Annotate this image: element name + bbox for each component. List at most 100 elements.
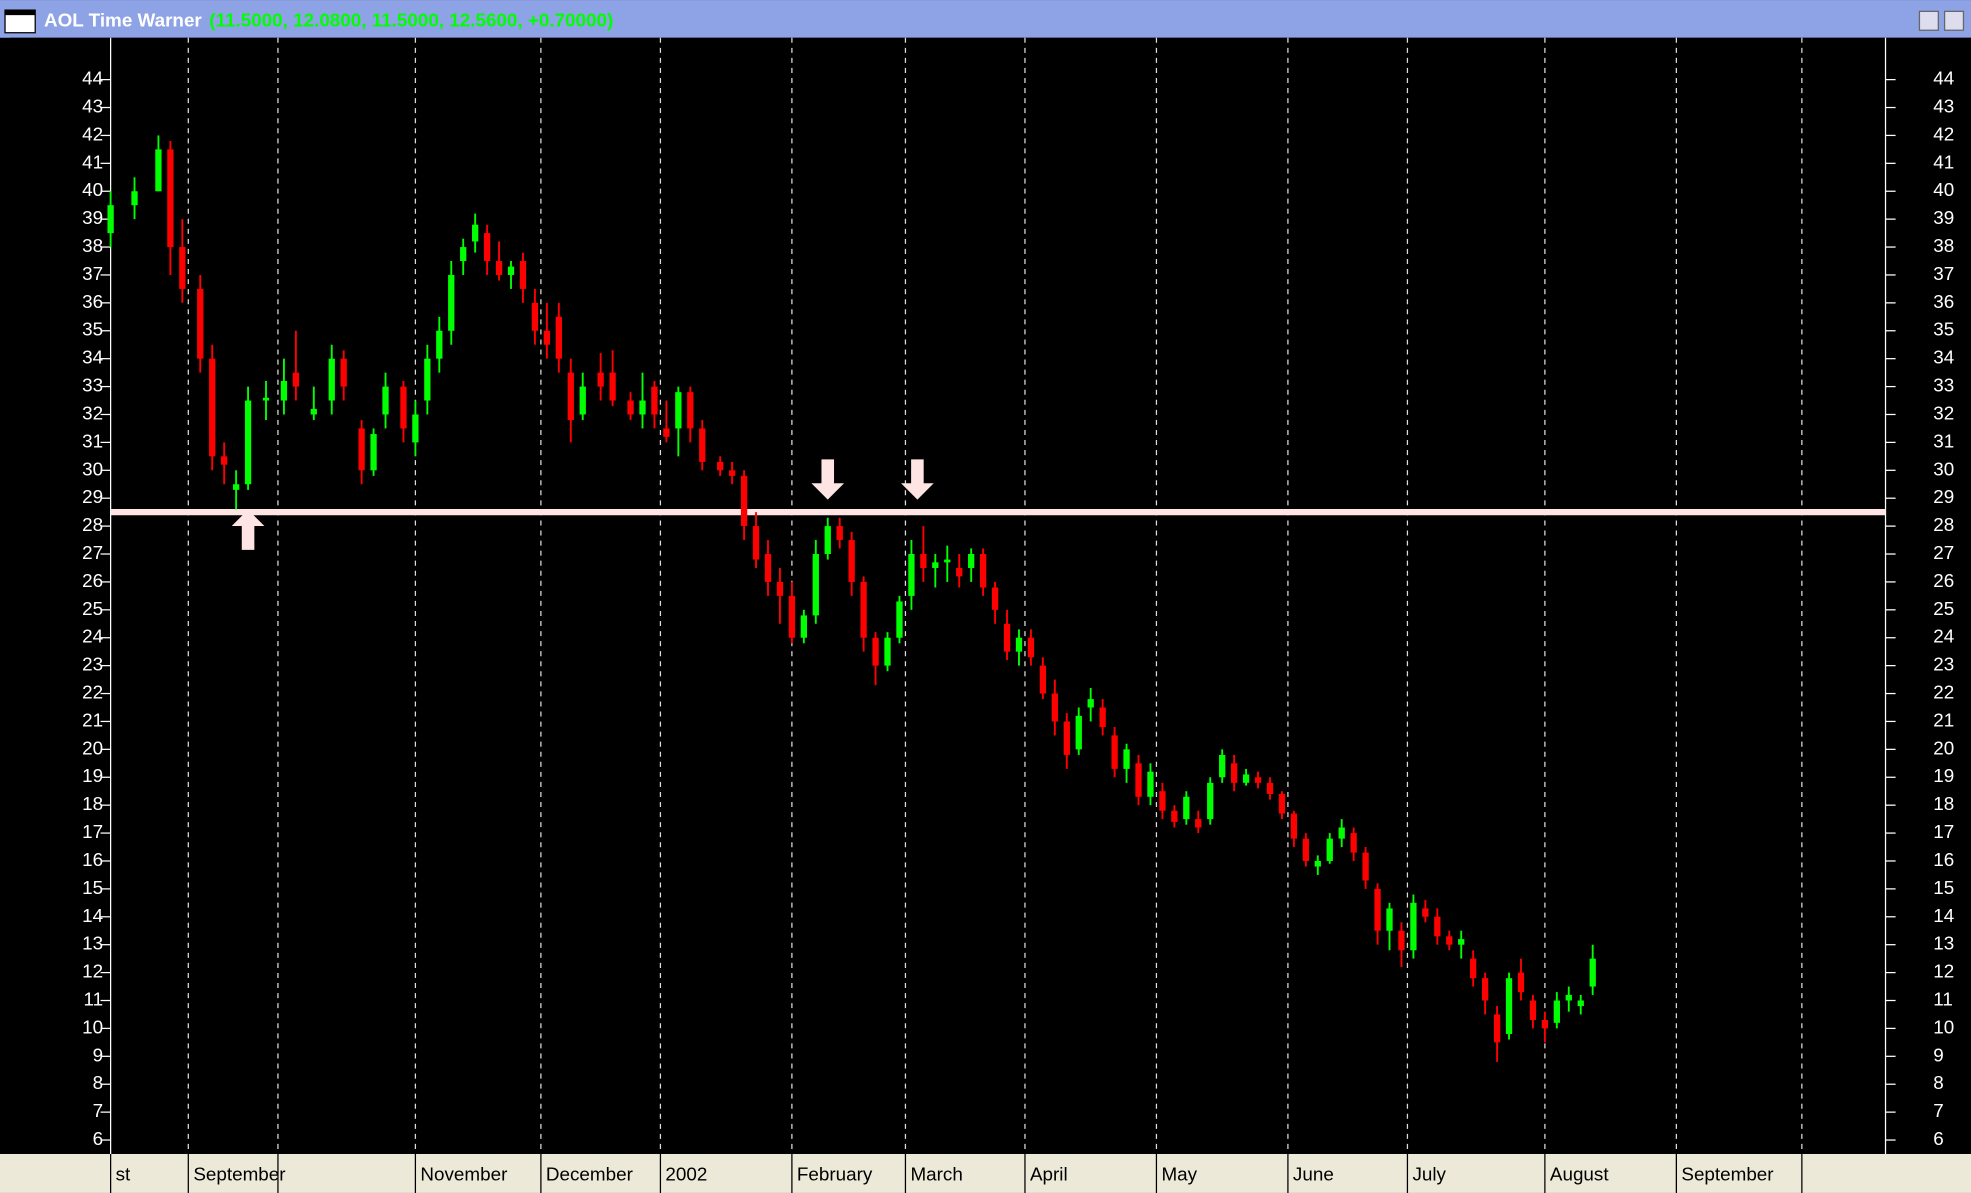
candle-body: [740, 475, 748, 527]
y-tick-label-right: 36: [1933, 291, 1954, 312]
candle-body: [687, 392, 694, 429]
candle-body: [472, 224, 479, 242]
y-tick-label-right: 38: [1933, 235, 1954, 256]
title-bar: [0, 0, 1971, 38]
chart-subtitle: (11.5000, 12.0800, 11.5000, 12.5600, +0.…: [209, 9, 613, 30]
y-tick-label: 34: [82, 347, 103, 368]
candle-body: [460, 247, 467, 262]
candle-body: [1015, 637, 1023, 652]
x-tick-label: st: [116, 1163, 131, 1184]
candle-body: [956, 567, 963, 577]
y-tick-label: 28: [82, 514, 103, 535]
candle-body: [292, 372, 300, 387]
candle-body: [1302, 838, 1309, 861]
y-tick-label: 10: [82, 1016, 103, 1037]
candle-body: [884, 637, 891, 666]
candle-body: [209, 358, 216, 457]
candle-body: [1183, 796, 1190, 820]
candle-body: [370, 434, 377, 471]
y-tick-label: 27: [82, 542, 103, 563]
candle-body: [579, 386, 586, 415]
x-tick-label: April: [1030, 1163, 1068, 1184]
y-tick-label: 14: [82, 905, 103, 926]
candle-body: [519, 261, 527, 289]
window-icon-bar: [5, 10, 36, 16]
y-tick-label-right: 13: [1933, 933, 1954, 954]
close-button[interactable]: [1943, 10, 1965, 31]
maximize-button[interactable]: [1918, 10, 1939, 31]
y-tick-label: 16: [82, 849, 103, 870]
y-tick-label: 37: [82, 263, 103, 284]
candle-body: [663, 428, 670, 437]
y-tick-label: 7: [93, 1100, 103, 1121]
candle-body: [1541, 1020, 1549, 1029]
candle-body: [1290, 813, 1298, 839]
candle-body: [1481, 978, 1489, 1001]
candle-body: [1517, 972, 1525, 993]
candle-body: [991, 587, 999, 610]
y-tick-label: 33: [82, 375, 103, 396]
y-tick-label-right: 11: [1933, 988, 1953, 1009]
candle-body: [1171, 810, 1178, 822]
y-tick-label-right: 31: [1933, 430, 1954, 451]
y-tick-label-right: 27: [1933, 542, 1954, 563]
candle-body: [107, 205, 114, 234]
candle-body: [495, 261, 503, 275]
candle-body: [412, 414, 419, 443]
y-tick-label: 13: [82, 933, 103, 954]
arrow: [811, 459, 845, 500]
y-tick-label-right: 29: [1933, 486, 1954, 507]
candle-body: [197, 288, 204, 359]
x-tick-label: September: [193, 1163, 285, 1184]
candle-body: [800, 615, 807, 638]
y-tick-label-right: 21: [1933, 709, 1954, 730]
candle-body: [1159, 791, 1166, 811]
y-tick-label-right: 7: [1933, 1100, 1943, 1121]
candle-body: [1553, 1000, 1560, 1023]
y-tick-label-right: 12: [1933, 961, 1954, 982]
y-tick-label-right: 30: [1933, 458, 1954, 479]
candle-body: [1135, 763, 1142, 797]
candle-body: [179, 247, 186, 289]
y-tick-label-right: 33: [1933, 375, 1954, 396]
y-tick-label-right: 22: [1933, 682, 1954, 703]
candle-body: [1422, 908, 1429, 917]
y-tick-label-right: 24: [1933, 626, 1954, 647]
y-tick-label: 26: [82, 570, 103, 591]
candle-body: [1350, 833, 1357, 853]
y-tick-label: 38: [82, 235, 103, 256]
y-tick-label: 44: [82, 68, 103, 89]
candle-body: [627, 400, 634, 415]
candle-body: [824, 526, 831, 555]
y-tick-label: 31: [82, 430, 103, 451]
candle-body: [1051, 693, 1058, 722]
arrow: [901, 459, 934, 500]
y-tick-label-right: 20: [1933, 737, 1954, 758]
candle-body: [836, 526, 843, 541]
arrow: [231, 509, 265, 550]
candle-body: [1505, 978, 1513, 1034]
candle-body: [1338, 827, 1345, 839]
candle-body: [932, 562, 939, 568]
candle-body: [1410, 902, 1417, 951]
candle-body: [1278, 794, 1286, 814]
candle-body: [968, 554, 975, 568]
candle-body: [896, 601, 903, 638]
candle-body: [232, 484, 240, 490]
candle-body: [280, 380, 288, 401]
candle-body: [776, 581, 784, 596]
candle-body: [167, 149, 174, 248]
y-tick-label-right: 14: [1933, 905, 1954, 926]
y-tick-label: 42: [82, 123, 103, 144]
candle-body: [1386, 908, 1393, 931]
candle-body: [944, 559, 951, 563]
x-tick-label: August: [1550, 1163, 1609, 1184]
candle-body: [788, 595, 796, 638]
candle-body: [717, 461, 724, 471]
y-tick-label: 8: [93, 1072, 103, 1093]
y-tick-label-right: 34: [1933, 347, 1954, 368]
chart-title: AOL Time Warner: [44, 9, 202, 30]
candle-body: [1577, 1000, 1584, 1007]
